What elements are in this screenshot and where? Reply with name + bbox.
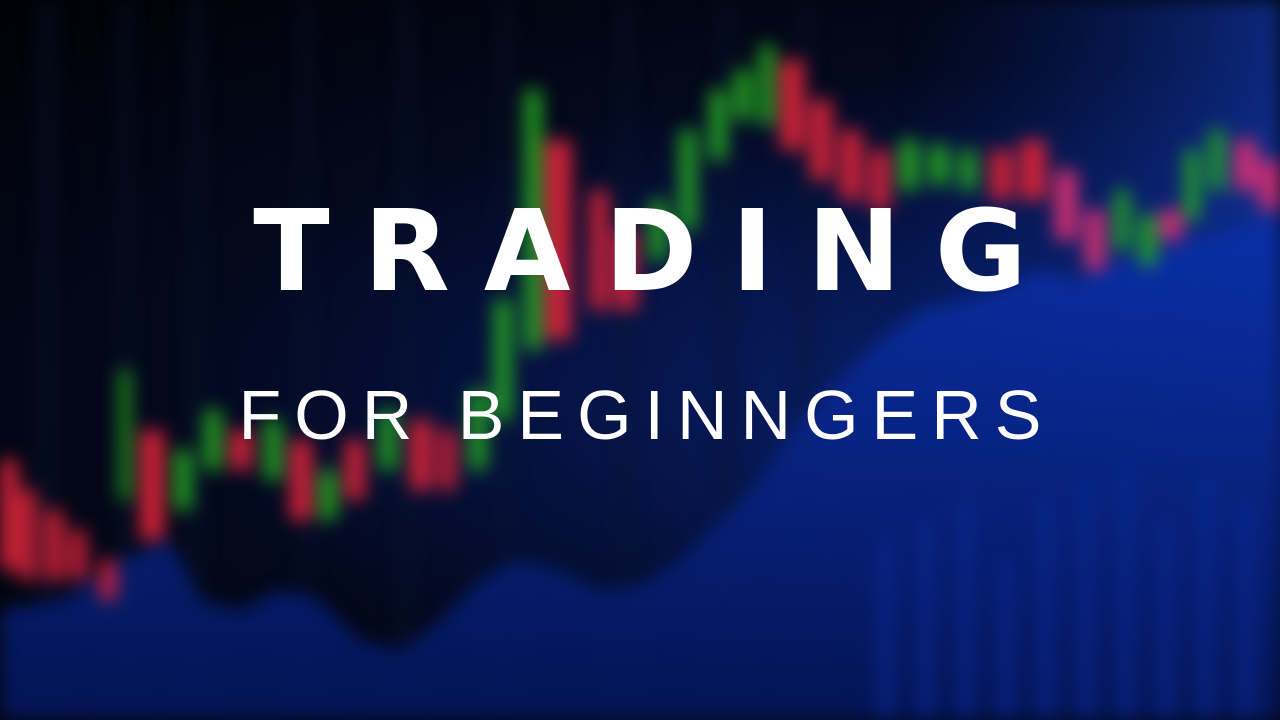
- candles: [0, 45, 1280, 600]
- volume-bars: [880, 470, 1252, 720]
- headline-subtitle: FOR BEGINNGERS: [238, 376, 1055, 454]
- headline-title: TRADING: [253, 187, 1061, 317]
